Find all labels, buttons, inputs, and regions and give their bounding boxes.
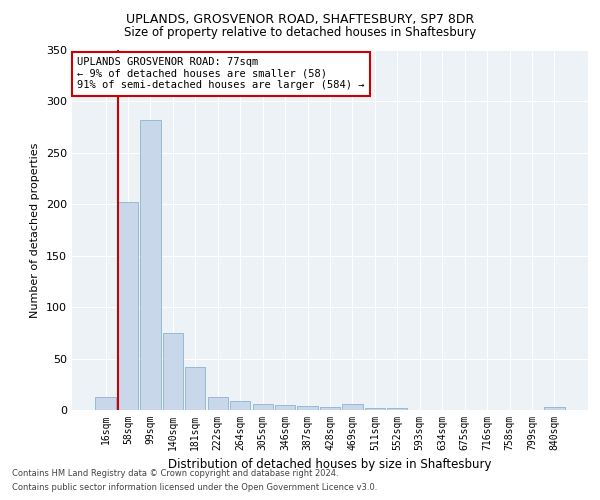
X-axis label: Distribution of detached houses by size in Shaftesbury: Distribution of detached houses by size … xyxy=(168,458,492,471)
Bar xyxy=(230,400,250,410)
Bar xyxy=(544,407,565,410)
Bar xyxy=(320,407,340,410)
Text: Contains public sector information licensed under the Open Government Licence v3: Contains public sector information licen… xyxy=(12,484,377,492)
Text: Size of property relative to detached houses in Shaftesbury: Size of property relative to detached ho… xyxy=(124,26,476,39)
Bar xyxy=(185,367,205,410)
Bar xyxy=(275,405,295,410)
Text: UPLANDS GROSVENOR ROAD: 77sqm
← 9% of detached houses are smaller (58)
91% of se: UPLANDS GROSVENOR ROAD: 77sqm ← 9% of de… xyxy=(77,57,365,90)
Text: Contains HM Land Registry data © Crown copyright and database right 2024.: Contains HM Land Registry data © Crown c… xyxy=(12,468,338,477)
Bar xyxy=(253,404,273,410)
Bar xyxy=(140,120,161,410)
Y-axis label: Number of detached properties: Number of detached properties xyxy=(31,142,40,318)
Bar xyxy=(387,408,407,410)
Bar xyxy=(208,396,228,410)
Bar xyxy=(298,406,317,410)
Text: UPLANDS, GROSVENOR ROAD, SHAFTESBURY, SP7 8DR: UPLANDS, GROSVENOR ROAD, SHAFTESBURY, SP… xyxy=(126,12,474,26)
Bar xyxy=(118,202,138,410)
Bar xyxy=(163,333,183,410)
Bar xyxy=(365,408,385,410)
Bar xyxy=(95,396,116,410)
Bar xyxy=(343,404,362,410)
